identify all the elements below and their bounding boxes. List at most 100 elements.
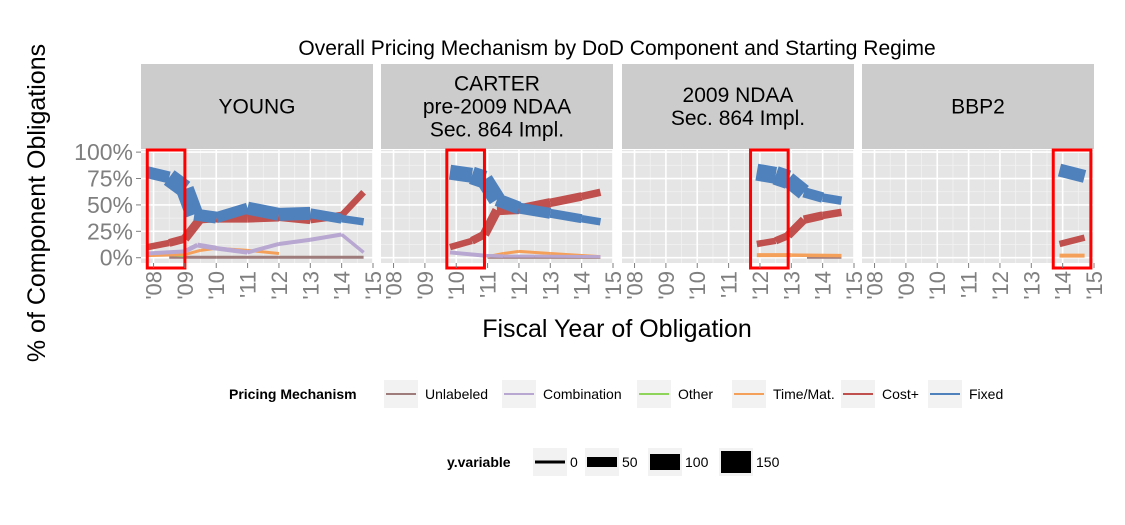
x-tick-label: '13 [298, 271, 323, 300]
series-segment [484, 253, 504, 258]
color-legend: Pricing Mechanism Unlabeled Combination Oth… [229, 380, 1003, 408]
x-axis-title: Fiscal Year of Obligation [482, 315, 752, 343]
x-tick-label: '12 [748, 271, 773, 300]
legend-label: Other [678, 386, 713, 402]
legend-entry: Fixed [928, 380, 1003, 408]
series-segment [278, 237, 311, 246]
facet-strip [862, 64, 1094, 149]
x-tick-label: '09 [173, 271, 198, 300]
facet-panel: BBP2 '08'09'10 '11'12'13 '14'15 [862, 64, 1107, 300]
size-legend-entry: 50 [585, 448, 638, 476]
series-segment [822, 208, 843, 220]
x-tick-label: '13 [1019, 271, 1044, 300]
x-tick-label: '14 [1051, 271, 1076, 300]
series-segment [785, 216, 807, 239]
series-segment [215, 245, 248, 255]
legend-entry: Other [637, 380, 713, 408]
series-segment [549, 208, 583, 224]
series-segment [518, 249, 551, 255]
facet-label: Sec. 864 Impl. [671, 107, 805, 130]
series-segment [756, 237, 777, 248]
series-segment [791, 253, 842, 258]
facet-label: pre-2009 NDAA [423, 96, 571, 119]
panel-background [862, 150, 1094, 263]
series-segment [581, 214, 602, 226]
facet-panels: YOUNG'08'09'10'11'12'13'14'15CARTERpre-2… [141, 64, 1107, 300]
facet-label: BBP2 [951, 96, 1005, 119]
size-legend-entry: 100 [648, 448, 709, 476]
highlight-box [145, 148, 187, 270]
series-segment [309, 208, 343, 224]
x-tick-label: '09 [894, 271, 919, 300]
x-tick-label: '13 [538, 271, 563, 300]
series-segment [449, 250, 485, 258]
series-segment [772, 166, 792, 189]
series-segment [309, 232, 342, 242]
x-tick-label: '11 [957, 271, 982, 298]
facet-label: Sec. 864 Impl. [430, 119, 564, 142]
series-segment [470, 230, 487, 245]
x-tick-label: '09 [654, 271, 679, 300]
series-segment [339, 190, 366, 218]
x-tick-label: '10 [204, 271, 229, 300]
series-line [1057, 163, 1087, 183]
y-tick-label: 100% [74, 139, 133, 165]
legend-title: Pricing Mechanism [229, 386, 357, 402]
series-segment [503, 249, 520, 255]
facet-strip [381, 64, 613, 149]
x-tick-label: '14 [330, 271, 355, 300]
legend-entry: Time/Mat. [732, 380, 835, 408]
highlight-box [1051, 148, 1093, 270]
series-segment [469, 166, 488, 189]
legend-entry: Cost+ [841, 380, 919, 408]
series-segment [774, 232, 790, 245]
y-tick-label: 0% [100, 245, 133, 271]
series-segment [147, 253, 185, 258]
highlight-box [749, 148, 790, 270]
size-legend-label: 0 [570, 454, 578, 470]
x-tick-label: '10 [685, 271, 710, 300]
series-segment [477, 175, 505, 205]
legend-entry: Unlabeled [384, 380, 488, 408]
x-tick-label: '12 [267, 271, 292, 300]
series-segment [193, 208, 218, 224]
series-segment [197, 242, 217, 251]
series-segment [802, 187, 825, 203]
x-tick-label: '11 [476, 271, 501, 298]
x-tick-label: '11 [236, 271, 261, 298]
x-tick-label: '08 [382, 271, 407, 300]
series-segment [183, 243, 199, 254]
x-tick-label: '12 [507, 271, 532, 300]
series-segment [480, 208, 502, 237]
series-line [755, 163, 843, 205]
x-tick-label: '10 [925, 271, 950, 300]
x-tick-label: '15 [601, 271, 626, 300]
size-legend-label: 150 [756, 454, 780, 470]
size-legend-entry: 150 [719, 448, 780, 476]
series-segment [181, 215, 205, 242]
x-tick-label: '08 [623, 271, 648, 300]
facet-label: 2009 NDAA [683, 84, 794, 107]
facet-strip [141, 64, 373, 149]
series-segment [449, 237, 473, 251]
series-segment [448, 164, 473, 183]
x-tick-label: '14 [570, 271, 595, 300]
legend-entry: Combination [502, 380, 622, 408]
size-legend-entry: 0 [533, 448, 578, 476]
x-tick-label: '15 [361, 271, 386, 300]
series-line [145, 166, 365, 226]
series-segment [518, 202, 552, 219]
series-line [147, 232, 365, 256]
series-segment [549, 192, 583, 207]
size-legend-label: 100 [685, 454, 709, 470]
series-line [756, 208, 843, 248]
size-legend: y.variable 0 50 100 150 [447, 448, 780, 476]
x-tick-label: '14 [811, 271, 836, 300]
y-tick-label: 75% [87, 166, 133, 192]
size-legend-title: y.variable [447, 454, 511, 470]
size-legend-label: 50 [622, 454, 638, 470]
series-segment [184, 248, 201, 256]
series-segment [341, 214, 365, 226]
x-tick-label: '13 [779, 271, 804, 300]
